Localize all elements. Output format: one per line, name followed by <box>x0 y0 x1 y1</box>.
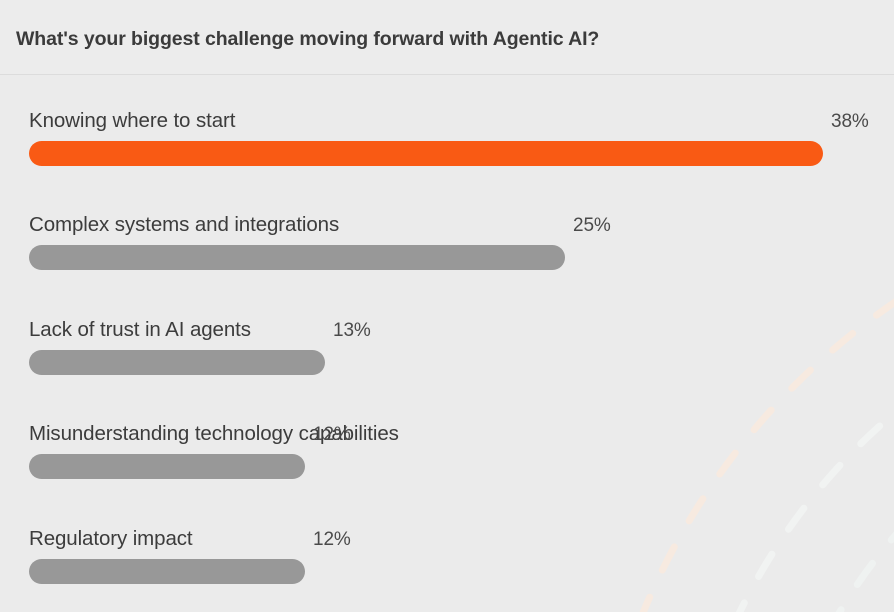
option-bar-track <box>29 141 823 166</box>
option-percentage: 38% <box>831 111 869 132</box>
option-label: Lack of trust in AI agents <box>29 318 251 341</box>
page-title: What's your biggest challenge moving for… <box>16 28 600 50</box>
option-bar-fill <box>29 245 565 270</box>
option-bar-track <box>29 245 565 270</box>
poll-header: What's your biggest challenge moving for… <box>0 0 894 75</box>
option-percentage: 12% <box>313 424 351 445</box>
option-bar-fill <box>29 559 305 584</box>
option-bar-fill <box>29 454 305 479</box>
option-percentage: 25% <box>573 215 611 236</box>
option-bar-fill-highlight <box>29 141 823 166</box>
poll-results-list: Knowing where to start 38% Complex systems… <box>0 75 894 612</box>
option-bar-track <box>29 454 305 479</box>
option-bar-track <box>29 559 305 584</box>
option-label: Regulatory impact <box>29 527 193 550</box>
option-percentage: 12% <box>313 529 351 550</box>
option-label: Misunderstanding technology capabilities <box>29 422 399 445</box>
option-label: Complex systems and integrations <box>29 213 340 236</box>
option-percentage: 13% <box>333 320 371 341</box>
option-bar-fill <box>29 350 325 375</box>
option-bar-track <box>29 350 325 375</box>
option-label: Knowing where to start <box>29 109 236 132</box>
